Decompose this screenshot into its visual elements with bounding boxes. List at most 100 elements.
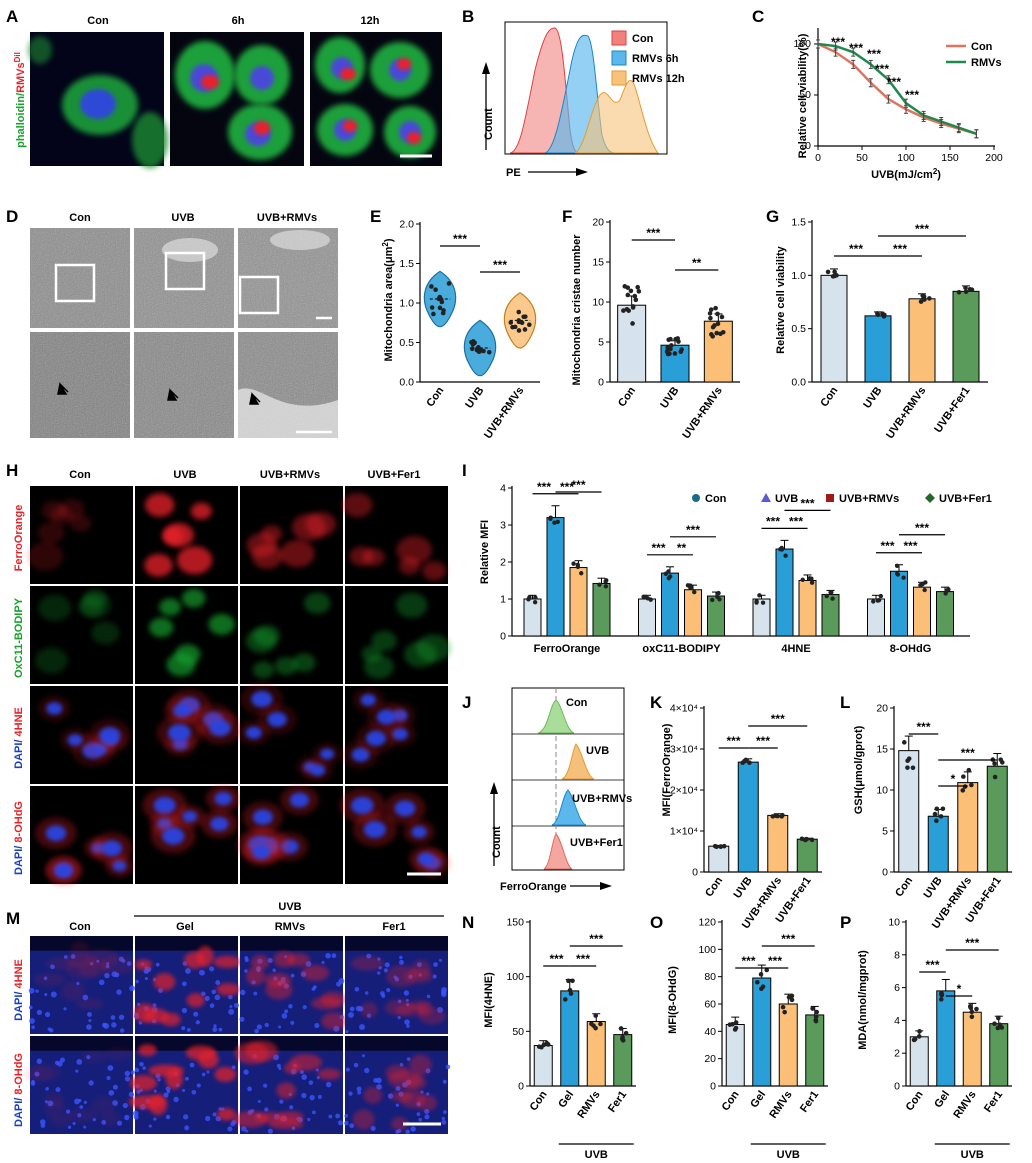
panel-d-col-uvb: UVB xyxy=(171,212,194,224)
j-curve-uvb-fer1 xyxy=(543,833,573,870)
o-dot-3-4 xyxy=(814,1009,820,1015)
m-image-grid xyxy=(22,936,451,1135)
e-dot-1-11 xyxy=(477,349,482,354)
i-dot-1-1-3 xyxy=(668,574,673,579)
f-dot-1-10 xyxy=(672,351,678,356)
c-xtick-200: 200 xyxy=(985,152,1003,164)
panel-g-letter: G xyxy=(766,207,779,226)
panel-m-row-8ohdg: DAPI/ 8-OHdG xyxy=(13,1053,25,1127)
i-dot-2-0-0 xyxy=(760,600,766,605)
e-dot-1-0 xyxy=(469,346,475,352)
i-group-1: oxC11-BODIPY xyxy=(642,643,721,655)
n-cat-3: Fer1 xyxy=(606,1089,629,1115)
j-label-uvb-fer1: UVB+Fer1 xyxy=(570,837,623,849)
o-ytick-1: 20 xyxy=(704,1053,716,1065)
g-sig-0: *** xyxy=(849,242,863,256)
g-ytick-3: 1.5 xyxy=(791,217,806,229)
o-sig-0: *** xyxy=(741,954,755,968)
n-ytick-0: 0 xyxy=(518,1081,524,1093)
panel-p-letter: P xyxy=(840,913,851,932)
f-ytick-2: 10 xyxy=(592,297,604,309)
o-cat-3: Fer1 xyxy=(798,1089,821,1115)
i-legend-marker-3 xyxy=(925,493,935,503)
g-dot-2-4 xyxy=(922,297,927,302)
panel-m-uvb: UVB xyxy=(278,901,301,913)
o-bar-1 xyxy=(752,977,772,1087)
l-dot-3-2 xyxy=(998,757,1004,762)
l-dot-2-0 xyxy=(969,782,974,788)
m-cell-1-1 xyxy=(128,1036,238,1134)
f-ytick-0: 0 xyxy=(598,377,604,389)
m-cell-0-2 xyxy=(239,936,348,1034)
i-dot-2-3-3 xyxy=(829,590,834,595)
h-cell-1-3 xyxy=(345,586,451,684)
n-ytick-2: 100 xyxy=(506,971,524,983)
o-ytick-6: 120 xyxy=(698,917,716,929)
e-dot-2-11 xyxy=(522,327,528,332)
panel-b-xlabel: PE xyxy=(506,167,521,179)
g-bar-1 xyxy=(864,315,892,383)
i-dot-0-3-3 xyxy=(603,579,608,584)
o-dot-2-4 xyxy=(780,1004,786,1010)
i-bar-0-2 xyxy=(569,567,588,637)
f-dot-2-13 xyxy=(708,315,713,321)
l-cat-0: Con xyxy=(893,875,915,900)
p-sig-1: * xyxy=(957,982,962,996)
k-ytick-4: 4×10⁴ xyxy=(670,703,698,715)
l-cat-1: UVB xyxy=(922,875,945,901)
l-dot-1-4 xyxy=(934,806,940,812)
n-cat-1: Gel xyxy=(556,1089,576,1110)
i-sig-3-2: *** xyxy=(915,521,929,535)
i-bar-2-2 xyxy=(798,580,817,637)
k-dot-3-4 xyxy=(809,837,815,843)
h-cell-3-2 xyxy=(237,785,343,884)
e-dot-0-8 xyxy=(441,308,446,313)
f-dot-2-3 xyxy=(714,330,720,336)
f-cat-2: UVB+RMVs xyxy=(680,385,724,441)
e-dot-1-1 xyxy=(486,349,492,355)
e-dot-0-7 xyxy=(437,305,443,311)
e-dot-0-5 xyxy=(433,287,438,293)
panel-e-ylabel: Mitochondria area(μm2) xyxy=(381,238,395,361)
e-dot-2-9 xyxy=(516,319,522,325)
p-cat-0: Con xyxy=(904,1089,926,1114)
p-dot-2-2 xyxy=(974,1006,979,1012)
panel-m-col-rmvs: RMVs xyxy=(275,921,306,933)
l-dot-2-2 xyxy=(961,774,966,779)
panel-k-ylabel: MFI(FerroOrange) xyxy=(661,723,673,816)
g-dot-0-4 xyxy=(834,273,839,278)
k-dot-2-4 xyxy=(775,813,780,819)
panel-o: O MFI(8-OHdG) 0 20 40 60 80 100 120 Con Gel RMVs F… xyxy=(650,913,828,1161)
l-dot-0-3 xyxy=(910,765,916,771)
panel-g: G Relative cell viability 0.0 0.5 1.0 1.5 Co… xyxy=(766,207,988,441)
histogram-rmvs-12h xyxy=(574,79,660,154)
panel-h-row-oxc11: OxC11-BODIPY xyxy=(13,597,25,678)
i-dot-2-3-1 xyxy=(824,593,829,599)
i-sig-1-2: *** xyxy=(686,523,700,537)
panel-c: C Relative cell viability(%) 0 50 100 0 … xyxy=(752,7,1003,181)
i-legend-marker-1 xyxy=(761,493,771,502)
panel-a-col-con: Con xyxy=(87,15,109,27)
legend-swatch-rmvs-6h xyxy=(611,50,627,66)
e-dot-2-3 xyxy=(516,328,522,333)
panel-d: D Con UVB UVB+RMVs xyxy=(6,207,338,438)
panel-c-ylabel: Relative cell viability(%) xyxy=(797,33,809,158)
n-sig-1: *** xyxy=(576,952,590,966)
c-sig-70: *** xyxy=(875,62,889,76)
k-dot-2-2 xyxy=(780,812,785,818)
panel-i: I Relative MFI Con UVB UVB+RMVs UVB+Fer1 0 1… xyxy=(462,461,992,655)
e-dot-2-4 xyxy=(508,320,514,325)
p-ytick-2: 4 xyxy=(894,1015,900,1027)
n-plot: 0 50 100 150 Con Gel RMVs Fer1 *** *** *** UVB xyxy=(506,917,636,1161)
f-ytick-4: 20 xyxy=(592,217,604,229)
panel-p: P MDA(nmol/mgprot) 0 2 4 6 8 10 Con Gel RMVs Fer1… xyxy=(840,913,1012,1161)
panel-a: A Con 6h 12h phalloidin/RMVsDiI xyxy=(6,7,442,168)
l-dot-0-1 xyxy=(905,765,910,770)
k-cat-0: Con xyxy=(703,875,725,900)
j-label-uvb: UVB xyxy=(586,745,609,757)
i-dot-0-1-2 xyxy=(555,519,560,525)
e-dot-0-1 xyxy=(429,305,435,310)
g-bar-3 xyxy=(952,290,980,383)
